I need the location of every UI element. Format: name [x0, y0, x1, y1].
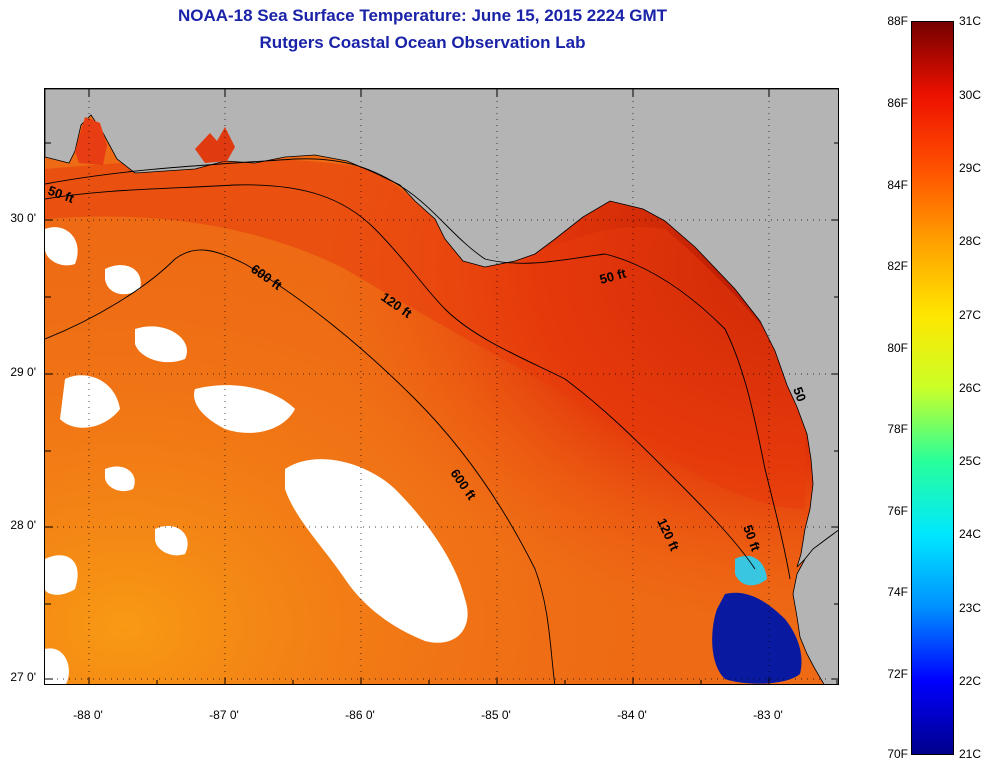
inland-bay: [195, 127, 235, 163]
contour-label: 50 ft: [598, 265, 628, 287]
sst-map: 50 ft 600 ft 120 ft 50 ft 600 ft 120 ft …: [44, 88, 839, 685]
colorbar-c-label: 29C: [959, 161, 982, 175]
sst-map-graphic: 50 ft 600 ft 120 ft 50 ft 600 ft 120 ft …: [45, 89, 838, 684]
land-peninsula: [792, 529, 838, 684]
colorbar-f-label: 78F: [887, 422, 908, 436]
colorbar-f-label: 72F: [887, 667, 908, 681]
colorbar-f-label: 70F: [887, 747, 908, 761]
lat-tick-label: 30 0': [10, 211, 36, 225]
lon-tick-label: -88 0': [73, 708, 103, 722]
colorbar-c-label: 23C: [959, 601, 982, 615]
colorbar-f-label: 86F: [887, 96, 908, 110]
color-scale-bar: [911, 21, 954, 755]
colorbar-f-label: 82F: [887, 259, 908, 273]
map-title: NOAA-18 Sea Surface Temperature: June 15…: [177, 6, 668, 25]
colorbar-c-label: 21C: [959, 747, 982, 761]
lon-tick-label: -83 0': [753, 708, 783, 722]
lon-tick-label: -86 0': [345, 708, 375, 722]
colorbar-c-label: 30C: [959, 88, 982, 102]
colorbar-c-label: 25C: [959, 454, 982, 468]
land-mass: [45, 89, 838, 568]
colorbar-c-label: 26C: [959, 381, 982, 395]
colorbar-f-label: 74F: [887, 585, 908, 599]
cloud-mask: [45, 227, 468, 684]
lat-tick-label: 29 0': [10, 365, 36, 379]
colorbar-c-label: 22C: [959, 674, 982, 688]
colorbar-c-label: 27C: [959, 308, 982, 322]
colorbar-f-label: 76F: [887, 504, 908, 518]
colorbar-f-label: 80F: [887, 341, 908, 355]
colorbar-c-label: 24C: [959, 527, 982, 541]
cold-water-fringe: [735, 555, 767, 586]
colorbar-c-label: 28C: [959, 234, 982, 248]
lon-tick-label: -85 0': [481, 708, 511, 722]
colorbar-f-label: 88F: [887, 14, 908, 28]
inland-bay: [75, 117, 107, 165]
edge-ticks: [45, 89, 838, 684]
colorbar-f-label: 84F: [887, 178, 908, 192]
contour-label: 50: [790, 385, 809, 404]
lat-tick-label: 27 0': [10, 670, 36, 684]
colorbar-c-label: 31C: [959, 14, 982, 28]
nearshore-warm-band: [45, 158, 805, 509]
lon-tick-label: -87 0': [209, 708, 239, 722]
lat-tick-label: 28 0': [10, 518, 36, 532]
graticule: [45, 89, 838, 684]
lon-tick-label: -84 0': [617, 708, 647, 722]
cold-water-patch: [712, 592, 802, 684]
map-subtitle: Rutgers Coastal Ocean Observation Lab: [259, 33, 586, 52]
